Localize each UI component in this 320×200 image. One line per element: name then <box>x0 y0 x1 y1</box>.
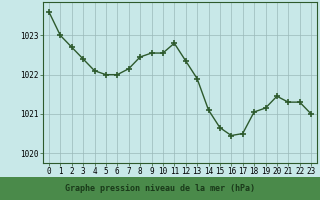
Text: Graphe pression niveau de la mer (hPa): Graphe pression niveau de la mer (hPa) <box>65 184 255 193</box>
